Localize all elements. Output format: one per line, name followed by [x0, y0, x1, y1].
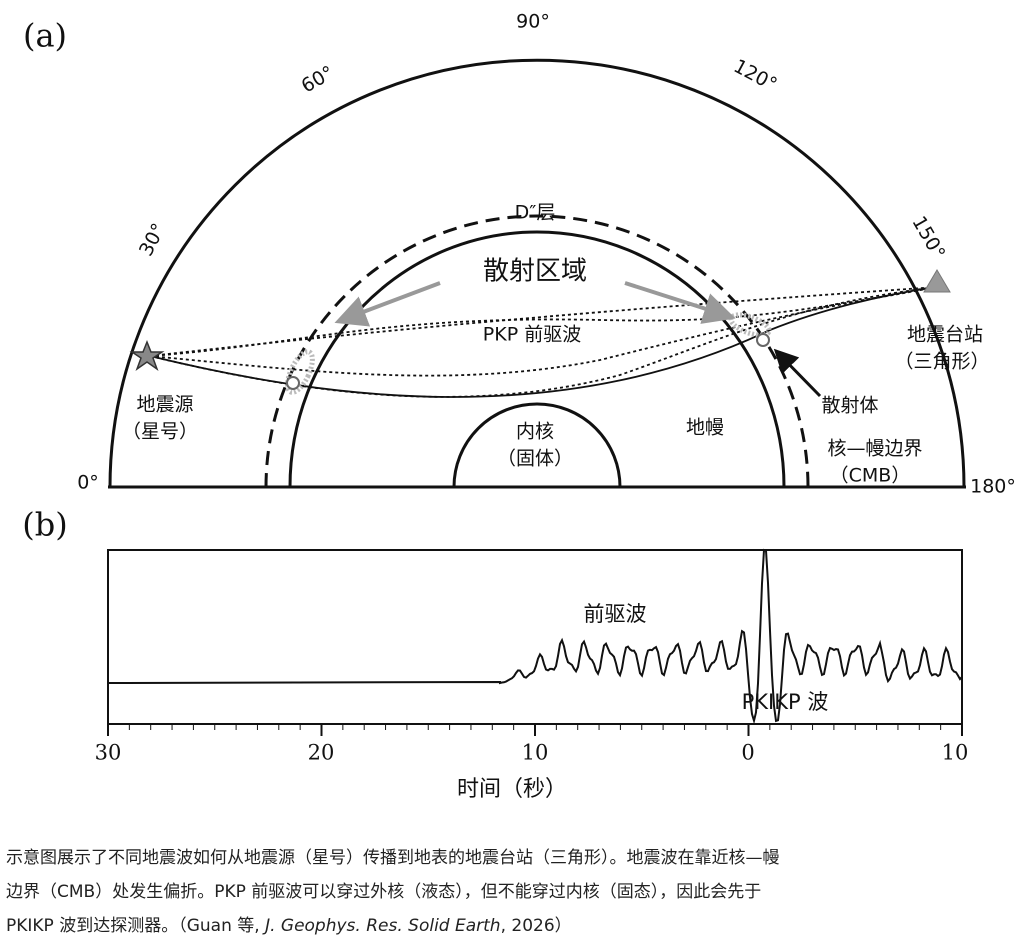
caption-journal: J. Geophys. Res. Solid Earth: [262, 916, 501, 936]
x-axis-label: 时间（秒）: [457, 777, 567, 802]
angle-label: 60°: [298, 62, 338, 98]
pkikp-label: PKIKP 波: [742, 690, 829, 714]
pkp-label: PKP 前驱波: [483, 324, 581, 346]
x-tick-label: 10: [942, 741, 969, 765]
panel-a-drawing: [108, 58, 966, 489]
angle-label: 90°: [516, 11, 550, 33]
caption-text: , 2026）: [501, 916, 572, 936]
cmb-label: 核—幔边界: [827, 438, 922, 460]
source-label: （星号）: [122, 421, 198, 443]
station-label: （三角形）: [894, 351, 989, 373]
angle-label: 120°: [730, 55, 781, 96]
waveform: [107, 548, 963, 725]
angle-label: 180°: [970, 476, 1016, 498]
precursor-label: 前驱波: [584, 602, 647, 626]
d-layer-label: D″层: [515, 202, 556, 224]
scatterer-label: 散射体: [821, 395, 878, 417]
x-tick-label: 30: [95, 741, 122, 765]
scatter-region-label: 散射区域: [483, 257, 587, 287]
x-tick-label: 0: [741, 741, 754, 765]
angle-label: 0°: [77, 472, 99, 494]
panel-b-drawing: [107, 548, 963, 736]
station-label: 地震台站: [907, 324, 983, 346]
angle-label: 30°: [135, 220, 170, 260]
caption-line: 示意图展示了不同地震波如何从地震源（星号）传播到地表的地震台站（三角形）。地震波…: [6, 848, 780, 868]
panel-label: (b): [22, 506, 67, 544]
x-tick-label: 20: [308, 741, 335, 765]
panel-label: (a): [23, 17, 67, 55]
angle-label: 150°: [907, 212, 949, 263]
x-tick-label: 10: [522, 741, 549, 765]
source-label: 地震源: [136, 394, 193, 416]
caption-line: PKIKP 波到达探测器。（Guan 等, J. Geophys. Res. S…: [6, 916, 572, 936]
inner-core-label: 内核: [516, 421, 554, 443]
inner-core-label: （固体）: [497, 448, 573, 470]
cmb-label: （CMB）: [830, 465, 911, 487]
caption-line: 边界（CMB）处发生偏折。PKP 前驱波可以穿过外核（液态），但不能穿过内核（固…: [6, 882, 761, 902]
caption-text: PKIKP 波到达探测器。（Guan 等,: [6, 916, 265, 936]
mantle-label: 地幔: [686, 417, 724, 439]
